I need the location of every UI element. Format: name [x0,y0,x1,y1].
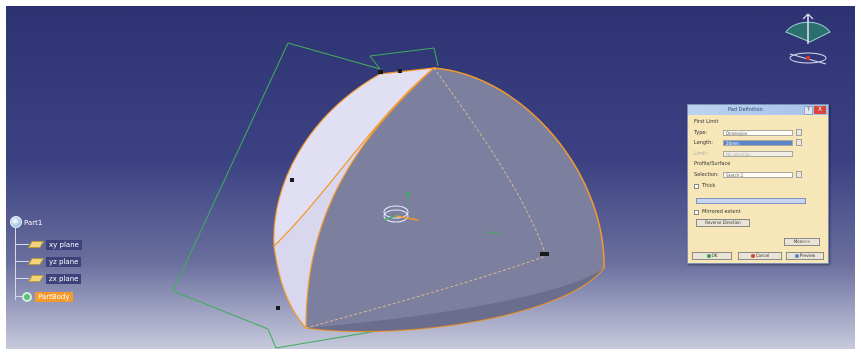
construction-arc [433,67,547,257]
chevron-down-icon[interactable] [796,129,802,136]
origin-axis-icon [383,192,503,235]
tree-item-label: zx plane [46,273,82,284]
profile-group: Profile/Surface [694,161,730,167]
thick-label: Thick [702,183,716,189]
reverse-direction-button[interactable]: Reverse Direction [696,219,750,227]
tree-connector [15,244,29,245]
reverse-side-bar[interactable] [696,198,806,204]
length-label: Length: [694,139,713,146]
selection-input[interactable]: Sketch.1 [723,171,793,178]
tree-item-yz-plane[interactable]: yz plane [27,256,82,267]
tree-connector [15,278,29,279]
preview-button[interactable]: Preview [786,252,824,260]
cancel-button[interactable]: Cancel [738,252,782,260]
tree-item-label: xy plane [46,239,82,250]
limit-row: Limit: No selection [694,151,793,157]
type-label: Type: [694,129,708,136]
tree-connector [15,261,29,262]
type-row: Type: Dimension [694,129,802,136]
more-button[interactable]: More>> [784,238,820,246]
vertex-markers [276,69,549,310]
length-row: Length: 20mm [694,139,802,146]
cancel-icon [750,254,755,258]
thick-checkbox[interactable] [694,183,699,189]
help-icon[interactable]: ? [804,106,813,115]
tree-item-partbody[interactable]: PartBody [22,291,73,302]
tree-item-zx-plane[interactable]: zx plane [27,273,82,284]
plane-icon [27,275,45,282]
plane-icon [27,258,45,265]
solid-side-face-lower[interactable] [273,67,435,330]
dialog-title: Pad Definition [728,107,763,113]
construction-arc-2 [305,255,547,329]
mirrored-checkbox[interactable] [694,209,699,215]
profile-label: Profile/Surface [694,161,731,167]
first-limit-group: First Limit [694,119,719,125]
sketch-icon[interactable] [796,171,802,178]
tree-item-xy-plane[interactable]: xy plane [27,239,82,250]
compass-icon[interactable] [780,10,836,72]
length-stepper[interactable] [796,139,802,146]
cancel-label: Cancel [755,253,770,258]
plane-icon [27,241,45,248]
mirrored-row: Mirrored extent [694,209,741,215]
pad-definition-dialog[interactable]: Pad Definition ? X First Limit Type: Dim… [687,104,829,264]
dialog-titlebar[interactable]: Pad Definition ? X [688,105,828,115]
close-icon[interactable]: X [814,106,826,114]
tree-item-label: yz plane [46,256,82,267]
3d-viewport[interactable]: Part1 xy plane yz plane zx plane PartBod… [6,6,855,349]
ok-icon [706,254,711,258]
mirrored-label: Mirrored extent [702,209,741,215]
selection-label: Selection: [694,171,719,178]
tree-item-label: PartBody [35,291,73,302]
3d-scene[interactable] [6,6,855,349]
limit-label: Limit: [694,151,709,157]
tree-root-label[interactable]: Part1 [24,219,43,227]
specification-tree: Part1 xy plane yz plane zx plane PartBod… [8,216,128,316]
preview-label: Preview [799,253,816,258]
thick-row: Thick [694,183,715,189]
length-input[interactable]: 20mm [723,139,793,146]
selection-row: Selection: Sketch.1 [694,171,802,178]
preview-icon [794,254,799,258]
tree-connector [15,228,16,300]
ok-label: OK [711,253,718,258]
solid-bottom-face [306,268,604,332]
first-limit-label: First Limit [694,119,719,125]
ok-button[interactable]: OK [692,252,732,260]
type-select[interactable]: Dimension [723,129,793,136]
limit-input[interactable]: No selection [723,151,793,157]
part-icon[interactable] [10,216,22,228]
gear-icon [22,291,32,302]
